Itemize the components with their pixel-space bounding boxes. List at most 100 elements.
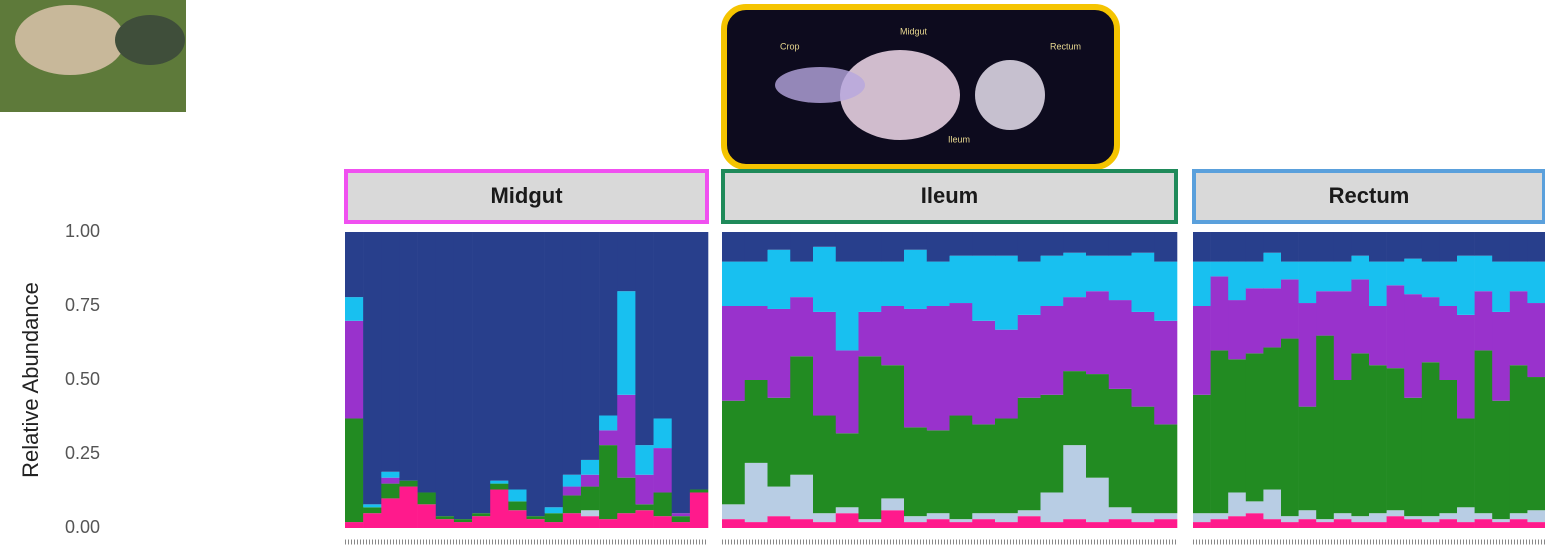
bar-segment (1386, 510, 1405, 517)
facet-strip (721, 169, 1178, 224)
bar-segment (1017, 314, 1041, 398)
bar-segment (345, 297, 364, 321)
bar-segment (1108, 232, 1132, 256)
bar-segment (1108, 300, 1132, 389)
bar-segment (790, 261, 814, 298)
bar-segment (1131, 252, 1155, 312)
bar-segment (1063, 297, 1087, 372)
bar-segment (1509, 232, 1528, 262)
bar-segment (858, 311, 882, 357)
bar-segment (881, 232, 905, 262)
bar-segment (881, 510, 905, 528)
bar-segment (1086, 232, 1110, 256)
bar-segment (1439, 513, 1458, 520)
bar-segment (635, 445, 654, 475)
bar-segment (904, 522, 928, 528)
bar-segment (490, 480, 509, 484)
bar-segment (1369, 261, 1387, 306)
bar-segment (1457, 522, 1475, 528)
bar-segment (435, 516, 455, 520)
bar-segment (580, 486, 600, 511)
bar-segment (1263, 347, 1282, 490)
bar-segment (381, 498, 400, 528)
bar-segment (858, 356, 882, 520)
bar-segment (435, 519, 455, 528)
bar-segment (813, 415, 837, 514)
bar-segment (562, 495, 582, 514)
bar-segment (1457, 255, 1475, 315)
bar-segment (399, 480, 418, 487)
bar-segment (617, 394, 636, 478)
bar-segment (544, 522, 564, 528)
bar-segment (381, 477, 400, 484)
bar-segment (1193, 522, 1211, 528)
bar-segment (1210, 232, 1229, 262)
bar-segment (1245, 261, 1264, 289)
bar-segment (835, 232, 859, 262)
photo-person (15, 5, 125, 75)
bar-segment (1509, 513, 1528, 520)
bar-segment (526, 516, 545, 520)
bar-segment (1263, 489, 1282, 520)
bar-segment (562, 513, 582, 528)
bar-segment (1154, 513, 1178, 520)
bar-segment (1154, 424, 1178, 514)
bar-segment (722, 261, 746, 306)
bar-segment (1316, 335, 1335, 520)
bar-segment (1492, 261, 1511, 312)
bar-segment (1527, 261, 1545, 304)
bar-segment (949, 519, 973, 523)
bar-segment (995, 255, 1019, 330)
bar-segment (345, 320, 364, 419)
bar-segment (1404, 519, 1423, 528)
bar-segment (1333, 232, 1352, 262)
y-tick-label: 0.50 (65, 369, 100, 389)
image-label: Rectum (1050, 41, 1081, 51)
bar-segment (744, 232, 768, 262)
bar-segment (1131, 522, 1155, 528)
bar-segment (1193, 261, 1211, 306)
bar-segment (1316, 291, 1335, 336)
bar-segment (835, 261, 859, 351)
bar-segment (972, 519, 996, 528)
bar-segment (1474, 291, 1493, 351)
bar-segment (1154, 320, 1178, 425)
bar-segment (635, 510, 654, 528)
bar-segment (617, 232, 636, 292)
bar-segment (381, 471, 400, 478)
bar-segment (1154, 519, 1178, 528)
bar-segment (1492, 311, 1511, 401)
bar-segment (1351, 279, 1370, 354)
bar-segment (1474, 519, 1493, 528)
bar-segment (1386, 285, 1405, 369)
bar-segment (995, 513, 1019, 523)
facet-strip (344, 169, 709, 224)
bar-segment (435, 232, 455, 517)
bar-segment (544, 513, 564, 523)
bar-segment (1108, 255, 1132, 301)
bar-segment (858, 232, 882, 262)
bar-segment (835, 513, 859, 528)
bar-segment (1316, 232, 1335, 262)
bar-segment (1333, 380, 1352, 514)
bar-segment (1108, 519, 1132, 528)
bar-segment (881, 306, 905, 366)
bar-segment (472, 516, 491, 528)
bar-segment (1421, 232, 1440, 262)
bar-segment (1509, 291, 1528, 366)
bar-segment (1281, 261, 1299, 280)
bar-segment (904, 249, 928, 309)
bar-segment (1245, 232, 1264, 262)
bar-segment (881, 365, 905, 499)
bar-segment (1509, 365, 1528, 514)
bar-segment (813, 311, 837, 416)
bar-segment (472, 513, 491, 517)
bar-segment (722, 232, 746, 262)
bar-segment (526, 232, 545, 517)
y-tick-label: 0.00 (65, 517, 100, 537)
bar-segment (1210, 276, 1229, 351)
bar-segment (767, 232, 791, 250)
bar-segment (767, 397, 791, 487)
bar-segment (1298, 519, 1317, 528)
bar-segment (562, 474, 582, 487)
